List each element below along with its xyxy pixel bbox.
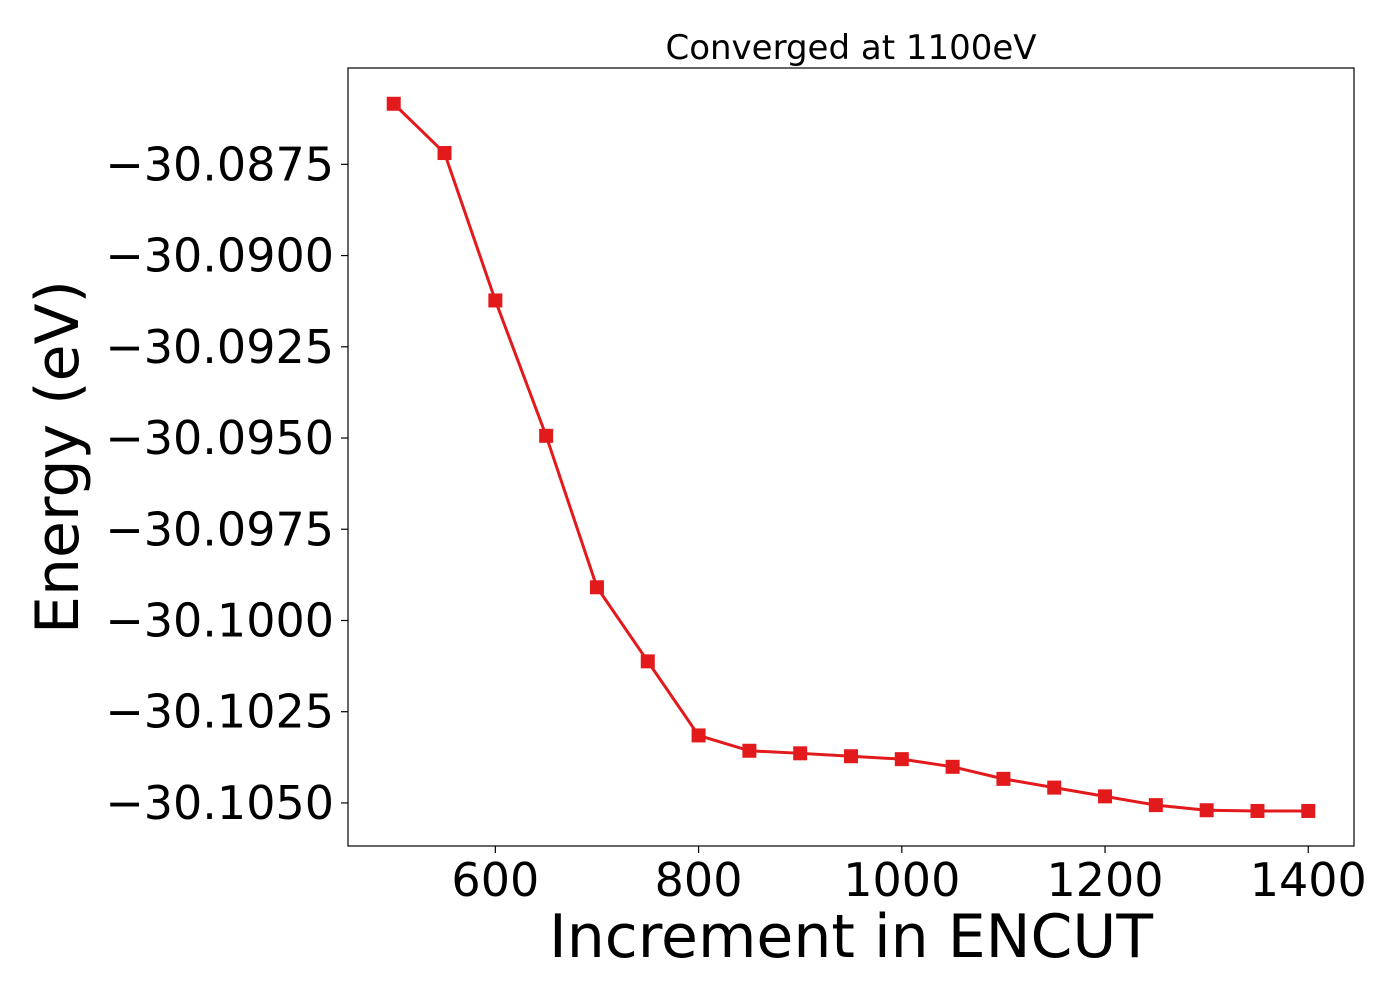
y-tick-label: −30.0950: [105, 411, 334, 465]
chart-title: Converged at 1100eV: [665, 28, 1036, 68]
x-tick-label: 1400: [1250, 853, 1367, 907]
y-tick-label: −30.0975: [105, 502, 334, 556]
data-point-marker: [1250, 803, 1265, 818]
data-point-marker: [691, 728, 706, 743]
data-point-marker: [1098, 789, 1113, 804]
data-point-marker: [386, 96, 401, 111]
y-tick-label: −30.1000: [105, 593, 334, 647]
energy-series-line: [392, 102, 1309, 813]
x-tick-label: 600: [451, 853, 539, 907]
plot-frame: [347, 67, 1355, 847]
data-point-marker: [996, 771, 1011, 786]
data-point-marker: [945, 759, 960, 774]
x-axis-label: Increment in ENCUT: [549, 902, 1153, 972]
data-point-marker: [1148, 798, 1163, 813]
x-tick-label: 1200: [1047, 853, 1164, 907]
y-tick-label: −30.0900: [105, 229, 334, 283]
data-point-marker: [589, 580, 604, 595]
y-tick-label: −30.1050: [105, 776, 334, 830]
y-axis-label: Energy (eV): [23, 280, 93, 634]
x-tick-label: 800: [655, 853, 743, 907]
y-tick-label: −30.0925: [105, 320, 334, 374]
data-point-marker: [894, 752, 909, 767]
x-axis: 600 800 1000 1200 1400: [451, 846, 1367, 907]
data-point-marker: [539, 428, 554, 443]
data-point-marker: [1199, 803, 1214, 818]
data-point-marker: [793, 746, 808, 761]
data-point-marker: [844, 749, 858, 764]
data-point-marker: [488, 293, 503, 308]
y-tick-label: −30.0875: [105, 137, 334, 191]
data-point-marker: [1047, 780, 1062, 795]
data-point-marker: [742, 743, 757, 758]
data-point-marker: [1301, 803, 1316, 818]
data-point-marker: [437, 146, 452, 161]
y-tick-label: −30.1025: [105, 685, 334, 739]
data-point-marker: [640, 654, 655, 669]
y-axis: −30.0875 −30.0900 −30.0925 −30.0950 −30.0975…: [105, 137, 348, 830]
energy-series-markers: [386, 96, 1316, 818]
x-tick-label: 1000: [843, 853, 960, 907]
